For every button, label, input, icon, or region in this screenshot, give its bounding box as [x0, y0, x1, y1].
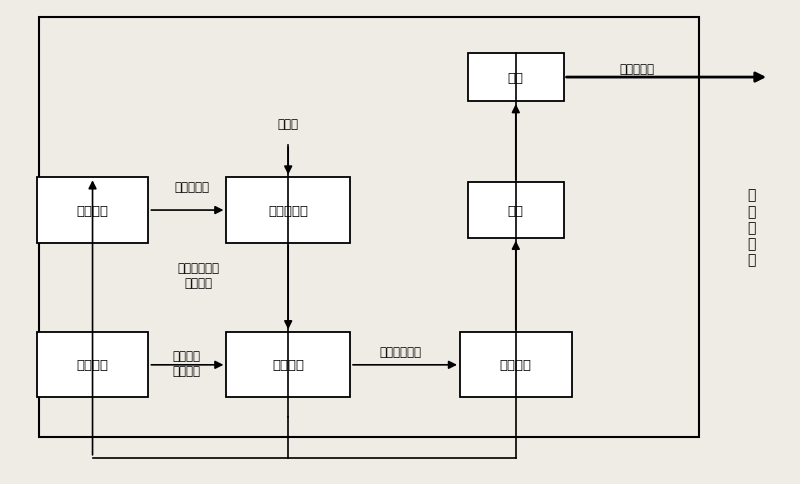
Text: 矢
量
控
制
器: 矢 量 控 制 器	[747, 188, 755, 267]
Text: 电路: 电路	[508, 72, 524, 84]
Text: 输出给定量: 输出给定量	[620, 63, 654, 76]
Text: 查找模块: 查找模块	[77, 359, 109, 372]
Bar	[226, 178, 350, 243]
Text: 执行单元: 执行单元	[500, 359, 532, 372]
Text: 对应于给定量
的输入量: 对应于给定量 的输入量	[178, 262, 220, 290]
Text: 计算模块: 计算模块	[272, 359, 304, 372]
Bar	[460, 333, 572, 398]
Bar	[468, 54, 564, 102]
Text: 给定量: 给定量	[278, 118, 298, 131]
Text: 调节器模块: 调节器模块	[268, 204, 308, 217]
Text: 输出采样量: 输出采样量	[175, 181, 210, 194]
Text: 采样模块: 采样模块	[77, 204, 109, 217]
Bar	[37, 178, 149, 243]
Bar	[468, 183, 564, 239]
Text: 开关工作时间: 开关工作时间	[379, 345, 421, 358]
Bar	[37, 333, 149, 398]
Text: 开关: 开关	[508, 204, 524, 217]
Bar	[226, 333, 350, 398]
Bar	[39, 17, 699, 438]
Text: 失量合成
数学模型: 失量合成 数学模型	[173, 349, 201, 378]
